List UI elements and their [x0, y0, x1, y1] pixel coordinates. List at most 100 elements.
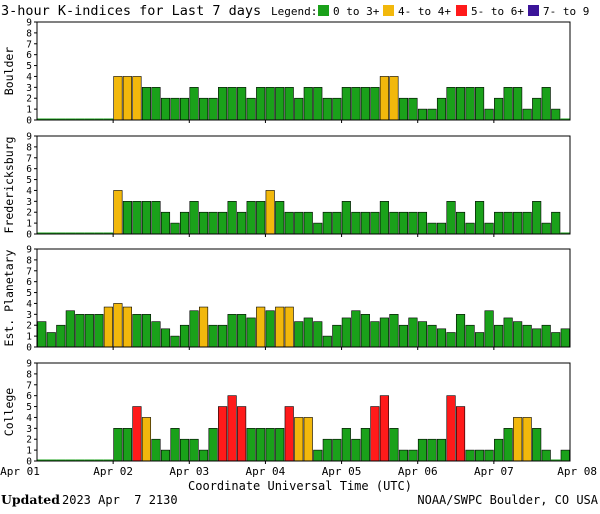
- k-index-bar: [265, 310, 275, 348]
- k-index-bar: [436, 97, 447, 121]
- k-index-bar: [560, 328, 570, 348]
- x-tick-label: Apr 04: [246, 465, 286, 478]
- k-index-bar: [522, 417, 532, 462]
- x-tick-label: Apr 01: [0, 465, 40, 478]
- y-tick-label: 7: [26, 380, 32, 391]
- k-index-bar: [313, 222, 323, 235]
- k-index-bar: [37, 459, 47, 461]
- k-index-bar: [246, 428, 256, 462]
- k-index-bar: [65, 310, 75, 348]
- k-index-bar: [436, 222, 447, 235]
- k-index-bar: [360, 87, 370, 121]
- k-index-bar: [237, 406, 247, 462]
- panel-frame: [36, 362, 571, 462]
- k-index-bar: [37, 118, 47, 120]
- k-index-bar: [550, 459, 561, 461]
- y-tick-label: 9: [26, 245, 32, 256]
- k-index-bar: [322, 211, 332, 235]
- k-index-bar: [56, 324, 66, 348]
- k-index-bar: [408, 97, 418, 121]
- k-index-bar: [75, 232, 85, 234]
- k-index-bar: [56, 118, 66, 120]
- k-index-bar: [160, 97, 171, 121]
- k-index-bar: [313, 321, 323, 348]
- x-axis-ticks: Apr 01 Apr 02 Apr 03 Apr 04 Apr 05 Apr 06 Apr …: [0, 465, 597, 478]
- k-index-bar: [227, 201, 237, 235]
- k-index-bar: [122, 201, 132, 235]
- k-index-bar: [284, 87, 294, 121]
- k-index-bar: [484, 449, 494, 462]
- k-index-bar: [113, 303, 123, 348]
- k-index-bar: [208, 428, 218, 462]
- k-index-bar: [341, 87, 351, 121]
- legend-entry-label: 5- to 6+: [471, 5, 524, 18]
- k-index-bar: [179, 438, 190, 462]
- k-index-bar: [532, 428, 542, 462]
- k-index-bar: [170, 428, 180, 462]
- y-tick-label: 5: [26, 402, 32, 413]
- k-index-bar: [398, 97, 408, 121]
- k-index-bar: [208, 211, 218, 235]
- panel-label: Est. Planetary: [2, 249, 16, 346]
- k-index-bar: [427, 438, 437, 462]
- updated-label: Updated: [1, 492, 60, 507]
- k-index-bar: [351, 87, 361, 121]
- k-index-bar: [65, 459, 76, 461]
- k-index-bar: [379, 201, 389, 235]
- x-tick-label: Apr 03: [169, 465, 209, 478]
- k-index-bar: [389, 211, 399, 235]
- y-tick-label: 1: [26, 219, 32, 230]
- k-index-bar: [332, 438, 342, 462]
- k-index-bar: [151, 201, 161, 235]
- k-index-bar: [46, 459, 57, 461]
- k-index-bar: [170, 222, 180, 235]
- panel-label: Boulder: [2, 47, 16, 96]
- k-index-bar: [218, 406, 228, 462]
- y-tick-label: 1: [26, 105, 32, 116]
- y-tick-label: 6: [26, 50, 32, 61]
- k-index-bar: [351, 438, 361, 462]
- x-tick-label: Apr 07: [474, 465, 514, 478]
- k-index-bar: [398, 324, 408, 348]
- k-index-bar: [103, 118, 114, 120]
- k-index-bar: [246, 97, 256, 121]
- k-index-bar: [475, 332, 485, 348]
- k-index-bar: [513, 211, 523, 235]
- k-index-bar: [84, 459, 95, 461]
- k-index-bar: [84, 232, 95, 234]
- k-index-bar: [103, 459, 114, 461]
- k-index-bar: [208, 97, 218, 121]
- k-index-bar: [265, 428, 275, 462]
- k-index-bar: [417, 211, 428, 235]
- k-index-bar: [522, 211, 532, 235]
- panel-label: College: [2, 388, 16, 437]
- k-index-bar: [189, 438, 199, 462]
- k-index-bar: [427, 324, 437, 348]
- k-index-bar: [503, 428, 513, 462]
- k-index-bar: [199, 211, 209, 235]
- k-index-bar: [332, 324, 342, 348]
- k-index-bar: [65, 118, 76, 120]
- k-index-bar: [189, 201, 199, 235]
- k-index-bar: [341, 317, 351, 348]
- y-tick-label: 0: [26, 457, 32, 468]
- k-index-bar: [94, 118, 104, 120]
- k-index-bar: [322, 97, 332, 121]
- legend-entry-label: 0 to 3+: [333, 5, 380, 18]
- k-index-bar: [122, 76, 132, 121]
- legend-swatch: [456, 5, 467, 16]
- y-tick-label: 5: [26, 61, 32, 72]
- k-index-bar: [484, 310, 494, 348]
- k-index-bar: [446, 332, 456, 348]
- k-index-bar: [389, 76, 399, 121]
- k-index-bar: [322, 438, 332, 462]
- k-index-bar: [541, 324, 551, 348]
- k-index-bar: [179, 211, 190, 235]
- k-index-bar: [256, 201, 266, 235]
- k-index-bar: [484, 222, 494, 235]
- k-index-bar: [303, 211, 313, 235]
- k-index-bar: [237, 211, 247, 235]
- y-tick-label: 5: [26, 288, 32, 299]
